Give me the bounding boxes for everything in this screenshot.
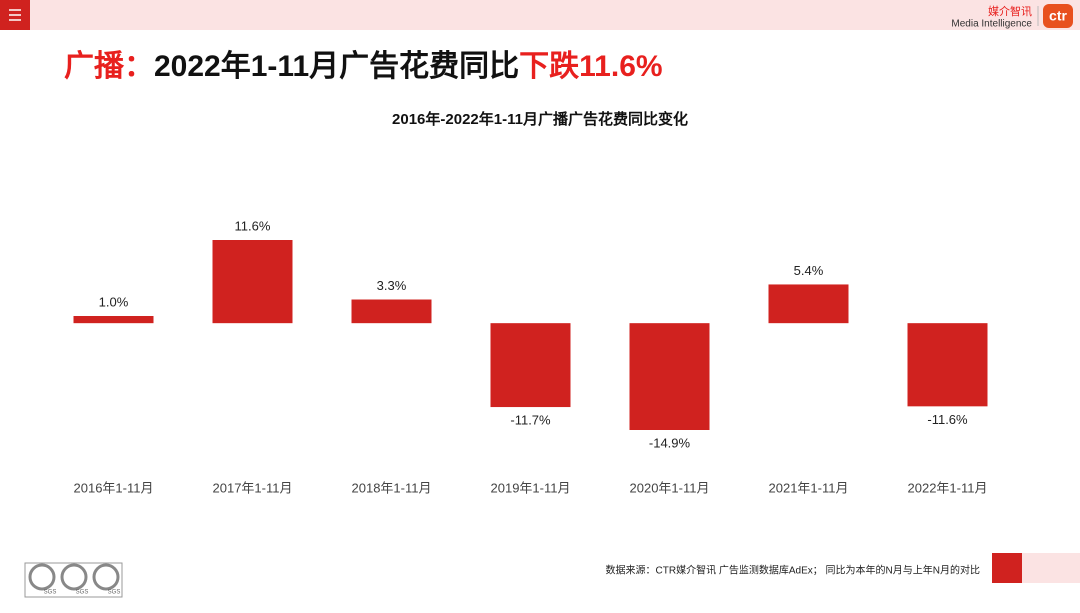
logo-badge [1043,4,1073,28]
value-label: -14.9% [649,435,691,450]
headline-part: 广播： [64,50,154,83]
cert-seal [28,563,56,591]
bar [768,284,849,324]
top-strip [0,0,1080,30]
x-tick-label: 2018年1-11月 [352,480,432,495]
cert-frame [24,562,123,598]
cert-label: SGS [44,590,57,596]
value-label: 5.4% [794,263,824,278]
value-label: 1.0% [99,294,129,309]
menu-icon [9,9,21,21]
logo-mark: ctr [1049,8,1067,24]
x-tick-label: 2022年1-11月 [908,480,988,495]
value-label: -11.6% [927,412,968,427]
x-tick-label: 2020年1-11月 [630,480,710,495]
bar [490,323,571,408]
x-tick-label: 2017年1-11月 [213,480,293,495]
bar [907,323,988,407]
footer-strip [1022,553,1080,583]
x-tick-label: 2016年1-11月 [74,480,154,495]
cert-seal [60,563,88,591]
certifications: SGS SGS SGS [24,562,123,598]
value-label: -11.7% [510,412,551,427]
footer-block [992,553,1022,583]
cert-seal [92,563,120,591]
headline-part: 2022年1-11月广告花费同比 [154,50,519,83]
bar [212,240,293,324]
source-note: 数据来源：CTR媒介智讯 广告监测数据库AdEx； 同比为本年的N月与上年N月的… [606,564,980,577]
logo-cn: 媒介智讯 [988,4,1032,18]
bar [73,316,154,324]
cert-label: SGS [76,590,89,596]
headline-part: 下跌11.6% [519,50,662,83]
x-tick-label: 2021年1-11月 [769,480,849,495]
x-tick-label: 2019年1-11月 [491,480,571,495]
headline: 广播：2022年1-11月广告花费同比下跌11.6% [64,50,663,83]
bar [351,299,432,324]
bar [629,323,710,430]
logo-en: Media Intelligence [951,19,1032,30]
chart-title: 2016年-2022年1-11月广播广告花费同比变化 [392,110,688,128]
value-label: 3.3% [377,278,407,293]
value-label: 11.6% [235,218,271,233]
cert-label: SGS [108,590,121,596]
